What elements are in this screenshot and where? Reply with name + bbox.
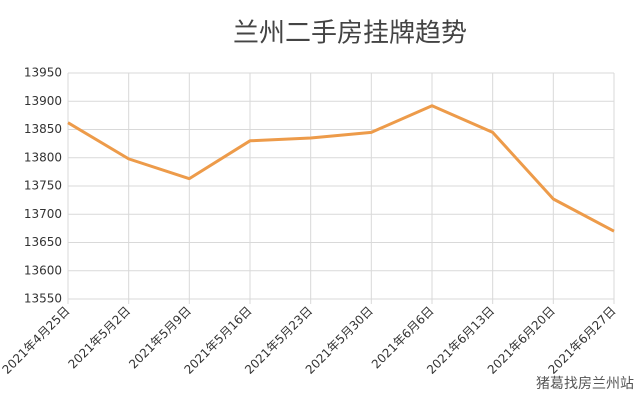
y-tick-label: 13950 [24, 66, 62, 80]
y-tick-label: 13650 [24, 235, 62, 249]
x-tick-label: 2021年5月2日 [66, 304, 134, 372]
y-tick-label: 13800 [24, 150, 62, 164]
chart-title: 兰州二手房挂牌趋势 [233, 19, 467, 49]
y-tick-label: 13900 [24, 94, 62, 108]
y-tick-label: 13550 [24, 292, 62, 306]
x-tick-label: 2021年6月6日 [369, 304, 437, 372]
x-tick-label: 2021年5月9日 [126, 304, 194, 372]
y-tick-label: 13750 [24, 179, 62, 193]
watermark: 猪葛找房兰州站 [536, 376, 634, 392]
x-tick-label: 2021年4月25日 [0, 304, 73, 377]
y-tick-label: 13850 [24, 122, 62, 136]
series-line [67, 104, 615, 233]
y-tick-label: 13600 [24, 263, 62, 277]
y-tick-label: 13700 [24, 207, 62, 221]
